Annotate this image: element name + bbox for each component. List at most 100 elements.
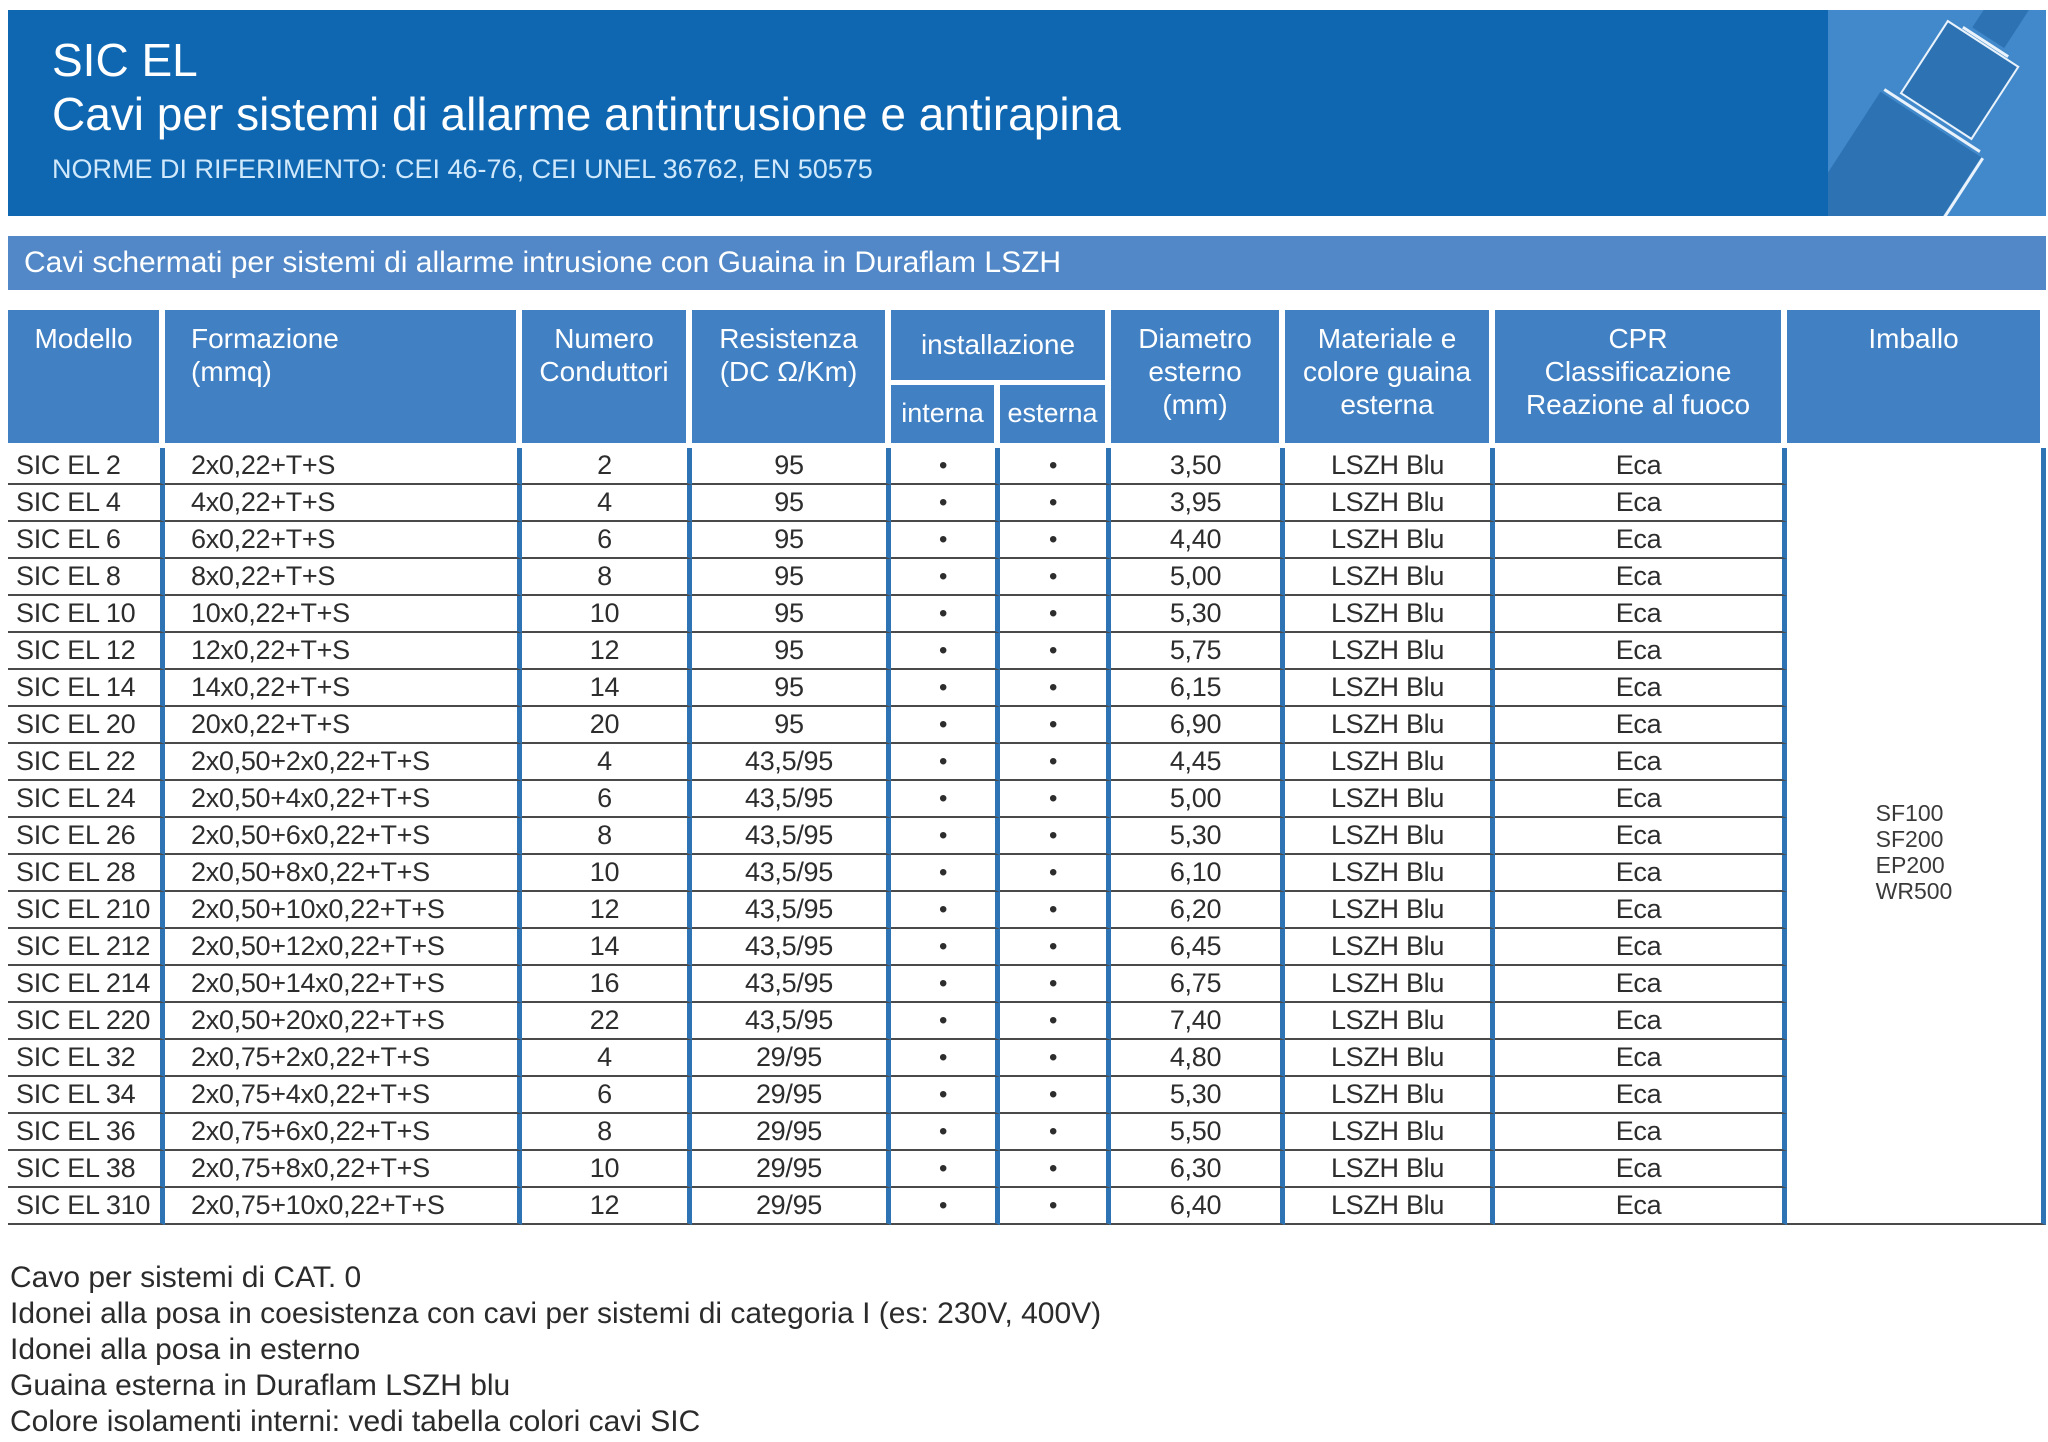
table-row: SIC EL 310 2x0,75+10x0,22+T+S 12 29/95 • • 6,4…: [8, 1188, 2046, 1225]
cell-sheath: LSZH Blu: [1285, 448, 1496, 485]
table-row: SIC EL 214 2x0,50+14x0,22+T+S 16 43,5/95 • • 6…: [8, 966, 2046, 1003]
cell-model: SIC EL 4: [8, 485, 165, 522]
cell-resistance: 95: [692, 707, 891, 744]
table-row: SIC EL 8 8x0,22+T+S 8 95 • • 5,00 LSZH Blu Eca: [8, 559, 2046, 596]
cell-cpr: Eca: [1495, 448, 1788, 485]
cell-conductors: 4: [522, 485, 692, 522]
cell-resistance: 95: [692, 596, 891, 633]
cell-internal: •: [891, 1077, 1000, 1114]
cell-conductors: 8: [522, 1114, 692, 1151]
table-row: SIC EL 6 6x0,22+T+S 6 95 • • 4,40 LSZH Blu Eca: [8, 522, 2046, 559]
cell-cpr: Eca: [1495, 744, 1788, 781]
cell-model: SIC EL 210: [8, 892, 165, 929]
cell-resistance: 95: [692, 670, 891, 707]
table-row: SIC EL 34 2x0,75+4x0,22+T+S 6 29/95 • • 5,30 LS…: [8, 1077, 2046, 1114]
cell-external: •: [1000, 448, 1112, 485]
reference-norms: NORME DI RIFERIMENTO: CEI 46-76, CEI UNE…: [52, 154, 873, 184]
cell-model: SIC EL 10: [8, 596, 165, 633]
cell-diameter: 5,30: [1111, 596, 1286, 633]
cell-resistance: 43,5/95: [692, 966, 891, 1003]
col-header-cpr-classificazione: CPR Classificazione Reazione al fuoco: [1495, 310, 1788, 448]
col-header-esterna: esterna: [1000, 385, 1112, 448]
cell-internal: •: [891, 707, 1000, 744]
cell-formation: 2x0,50+12x0,22+T+S: [165, 929, 522, 966]
cell-model: SIC EL 214: [8, 966, 165, 1003]
table-row: SIC EL 4 4x0,22+T+S 4 95 • • 3,95 LSZH Blu Eca: [8, 485, 2046, 522]
cell-sheath: LSZH Blu: [1285, 855, 1496, 892]
cell-formation: 2x0,75+2x0,22+T+S: [165, 1040, 522, 1077]
cell-cpr: Eca: [1495, 1114, 1788, 1151]
cell-model: SIC EL 220: [8, 1003, 165, 1040]
cell-formation: 2x0,75+4x0,22+T+S: [165, 1077, 522, 1114]
cell-internal: •: [891, 744, 1000, 781]
cell-sheath: LSZH Blu: [1285, 633, 1496, 670]
cell-formation: 14x0,22+T+S: [165, 670, 522, 707]
cell-model: SIC EL 34: [8, 1077, 165, 1114]
cell-conductors: 8: [522, 818, 692, 855]
cell-external: •: [1000, 1151, 1112, 1188]
cell-diameter: 4,80: [1111, 1040, 1286, 1077]
cell-resistance: 43,5/95: [692, 781, 891, 818]
cell-external: •: [1000, 633, 1112, 670]
cell-cpr: Eca: [1495, 818, 1788, 855]
cell-conductors: 12: [522, 1188, 692, 1225]
cell-sheath: LSZH Blu: [1285, 818, 1496, 855]
cell-internal: •: [891, 1003, 1000, 1040]
cell-cpr: Eca: [1495, 1077, 1788, 1114]
cell-conductors: 12: [522, 892, 692, 929]
cell-formation: 6x0,22+T+S: [165, 522, 522, 559]
cell-imballo-merged: SF100 SF200 EP200 WR500: [1787, 448, 2047, 1225]
cell-formation: 20x0,22+T+S: [165, 707, 522, 744]
col-header-interna: interna: [891, 385, 1000, 448]
cell-diameter: 6,15: [1111, 670, 1286, 707]
note-line: Cavo per sistemi di CAT. 0: [10, 1261, 362, 1294]
table-row: SIC EL 20 20x0,22+T+S 20 95 • • 6,90 LSZH Blu Ec…: [8, 707, 2046, 744]
cell-sheath: LSZH Blu: [1285, 522, 1496, 559]
cell-diameter: 6,45: [1111, 929, 1286, 966]
table-row: SIC EL 24 2x0,50+4x0,22+T+S 6 43,5/95 • • 5,00…: [8, 781, 2046, 818]
cable-connector-icon: [1798, 0, 2046, 285]
cell-diameter: 3,50: [1111, 448, 1286, 485]
table-row: SIC EL 2 2x0,22+T+S 2 95 • • 3,50 LSZH Blu Eca SF…: [8, 448, 2047, 1225]
cell-internal: •: [891, 1151, 1000, 1188]
cell-resistance: 43,5/95: [692, 892, 891, 929]
cell-diameter: 3,95: [1111, 485, 1286, 522]
cell-formation: 2x0,50+6x0,22+T+S: [165, 818, 522, 855]
cell-diameter: 5,75: [1111, 633, 1286, 670]
cell-resistance: 29/95: [692, 1077, 891, 1114]
cell-internal: •: [891, 781, 1000, 818]
table-body: SIC EL 2 2x0,22+T+S 2 95 • • 3,50 LSZH Blu Eca SF…: [8, 448, 2047, 1225]
cell-model: SIC EL 26: [8, 818, 165, 855]
cell-diameter: 5,00: [1111, 559, 1286, 596]
cell-external: •: [1000, 818, 1112, 855]
section-band: Cavi schermati per sistemi di allarme in…: [8, 236, 2046, 290]
cell-external: •: [1000, 781, 1112, 818]
cell-sheath: LSZH Blu: [1285, 744, 1496, 781]
cell-cpr: Eca: [1495, 1188, 1788, 1225]
cell-model: SIC EL 28: [8, 855, 165, 892]
cell-formation: 2x0,50+2x0,22+T+S: [165, 744, 522, 781]
cell-formation: 2x0,75+6x0,22+T+S: [165, 1114, 522, 1151]
cell-internal: •: [891, 855, 1000, 892]
col-header-diametro-esterno: Diametro esterno (mm): [1111, 310, 1286, 448]
spec-table: Modello Formazione (mmq) Numero Condutto…: [8, 310, 2047, 1225]
cell-diameter: 5,50: [1111, 1114, 1286, 1151]
cell-internal: •: [891, 929, 1000, 966]
table-row: SIC EL 32 2x0,75+2x0,22+T+S 4 29/95 • • 4,80 LS…: [8, 1040, 2046, 1077]
cell-sheath: LSZH Blu: [1285, 707, 1496, 744]
cell-formation: 2x0,75+10x0,22+T+S: [165, 1188, 522, 1225]
table-header: Modello Formazione (mmq) Numero Condutto…: [8, 310, 2047, 448]
cell-model: SIC EL 38: [8, 1151, 165, 1188]
col-header-modello: Modello: [8, 310, 165, 448]
cell-internal: •: [891, 596, 1000, 633]
cell-cpr: Eca: [1495, 633, 1788, 670]
cell-cpr: Eca: [1495, 485, 1788, 522]
cell-resistance: 29/95: [692, 1188, 891, 1225]
cell-model: SIC EL 6: [8, 522, 165, 559]
cell-model: SIC EL 22: [8, 744, 165, 781]
cell-sheath: LSZH Blu: [1285, 1151, 1496, 1188]
cell-diameter: 6,75: [1111, 966, 1286, 1003]
table-row: SIC EL 210 2x0,50+10x0,22+T+S 12 43,5/95 • • 6…: [8, 892, 2046, 929]
cell-diameter: 4,40: [1111, 522, 1286, 559]
cell-conductors: 10: [522, 855, 692, 892]
